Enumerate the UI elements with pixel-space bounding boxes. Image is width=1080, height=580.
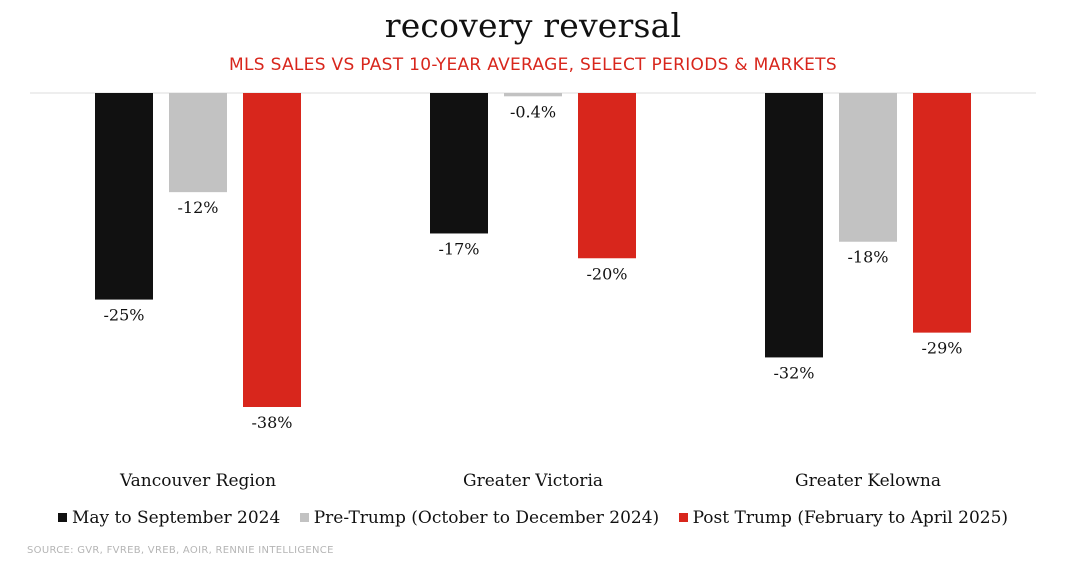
bar [169,93,227,193]
bar [95,93,153,300]
chart-title: recovery reversal [384,6,682,45]
data-label: -25% [104,306,145,325]
category-label: Greater Kelowna [795,471,941,491]
data-label: -20% [587,264,628,283]
legend-item-pre-trump: Pre-Trump (October to December 2024) [299,508,660,528]
bar-chart: -25% -12% -38% Vancouver Region -17% -0.4% -20… [30,92,1036,491]
data-label: -38% [252,413,293,432]
data-label: -18% [848,248,889,267]
legend-swatch-black [57,513,67,522]
chart-subtitle: MLS SALES VS PAST 10-YEAR AVERAGE, SELEC… [229,55,837,75]
bar [243,93,301,407]
bar [578,93,636,259]
category-label: Greater Victoria [463,471,603,491]
category-label: Vancouver Region [119,471,276,491]
bar [913,93,971,333]
source-note: SOURCE: GVR, FVREB, VREB, AOIR, RENNIE I… [27,545,334,556]
legend-item-may-sep-2024: May to September 2024 [57,508,281,528]
data-label: -17% [439,239,480,258]
legend-label: May to September 2024 [71,508,281,528]
bar [839,93,897,242]
legend-swatch-red [678,513,688,522]
bar [504,93,562,97]
data-label: -0.4% [510,102,556,121]
data-label: -29% [922,339,963,358]
bar [430,93,488,234]
bar [765,93,823,358]
legend: May to September 2024 Pre-Trump (October… [0,508,1066,528]
legend-label: Pre-Trump (October to December 2024) [313,508,660,528]
data-label: -12% [178,198,219,217]
legend-label: Post Trump (February to April 2025) [692,508,1009,528]
legend-swatch-grey [299,513,309,522]
data-label: -32% [774,363,815,382]
legend-item-post-trump: Post Trump (February to April 2025) [678,508,1009,528]
